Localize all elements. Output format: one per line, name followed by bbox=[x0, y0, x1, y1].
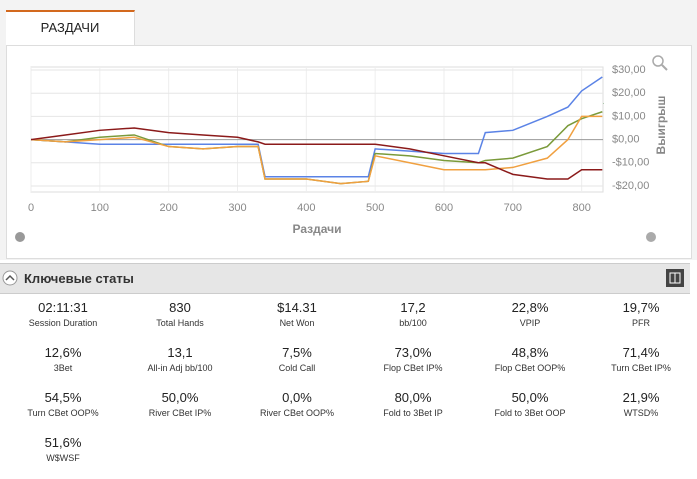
stat-value: 19,7% bbox=[622, 300, 660, 315]
y-tick-label: $10,00 bbox=[612, 110, 646, 122]
stat: 02:11:31 Session Duration bbox=[5, 300, 121, 328]
stat: 13,1 All-in Adj bb/100 bbox=[122, 345, 238, 373]
x-tick-label: 400 bbox=[297, 202, 315, 214]
stat-label: bb/100 bbox=[399, 318, 427, 328]
stat-label: Flop CBet IP% bbox=[383, 363, 443, 373]
x-tick-label: 500 bbox=[366, 202, 384, 214]
stat-value: 22,8% bbox=[511, 300, 549, 315]
x-tick-label: 700 bbox=[504, 202, 522, 214]
stat: 17,2 bb/100 bbox=[355, 300, 471, 328]
stat-value: 02:11:31 bbox=[38, 300, 88, 315]
stat: 50,0% River CBet IP% bbox=[122, 390, 238, 418]
x-tick-label: 600 bbox=[435, 202, 453, 214]
x-axis-label: Раздачи bbox=[293, 222, 342, 236]
stat: 73,0% Flop CBet IP% bbox=[355, 345, 471, 373]
chart: 0 100 200 300 400 500 600 700 800 -$20,00 -$10,00 $… bbox=[15, 55, 668, 242]
stat-value: $14.31 bbox=[277, 300, 317, 315]
stat-label: Total Hands bbox=[156, 318, 204, 328]
stat: 50,0% Fold to 3Bet OOP bbox=[472, 390, 588, 418]
y-tick-label: $0,00 bbox=[612, 133, 640, 145]
stat-value: 51,6% bbox=[44, 435, 82, 450]
stat-value: 50,0% bbox=[161, 390, 199, 405]
zoom-icon-handle bbox=[661, 64, 668, 71]
collapse-icon[interactable] bbox=[0, 264, 20, 293]
info-icon[interactable] bbox=[646, 232, 656, 242]
stat-value: 0,0% bbox=[282, 390, 312, 405]
y-tick-label: -$20,00 bbox=[612, 180, 649, 192]
stat-label: VPIP bbox=[519, 318, 541, 328]
stat-label: Net Won bbox=[279, 318, 315, 328]
stat: $14.31 Net Won bbox=[239, 300, 355, 328]
stat-value: 13,1 bbox=[167, 345, 193, 360]
plot-area bbox=[30, 66, 604, 193]
stat-label: Cold Call bbox=[278, 363, 316, 373]
stat: 54,5% Turn CBet OOP% bbox=[5, 390, 121, 418]
stat-value: 71,4% bbox=[622, 345, 660, 360]
stat: 51,6% W$WSF bbox=[5, 435, 121, 463]
stat-value: 7,5% bbox=[282, 345, 312, 360]
x-tick-label: 0 bbox=[28, 202, 34, 214]
stat: 80,0% Fold to 3Bet IP bbox=[355, 390, 471, 418]
series-line bbox=[30, 127, 603, 180]
stat-value: 21,9% bbox=[622, 390, 660, 405]
stat: 0,0% River CBet OOP% bbox=[239, 390, 355, 418]
x-tick-label: 800 bbox=[572, 202, 590, 214]
stats-title: Ключевые статы bbox=[24, 271, 134, 286]
stat-value: 73,0% bbox=[394, 345, 432, 360]
stats-header: Ключевые статы bbox=[0, 263, 690, 294]
y-tick-label: -$10,00 bbox=[612, 157, 649, 169]
stat-label: All-in Adj bb/100 bbox=[147, 363, 213, 373]
stat-label: W$WSF bbox=[46, 453, 80, 463]
y-tick-label: $30,00 bbox=[612, 64, 646, 76]
chart-area: РАЗДАЧИ 0 100 200 300 400 500 600 700 800 -$20,00… bbox=[0, 0, 697, 260]
series-line bbox=[30, 115, 603, 185]
zoom-icon[interactable] bbox=[652, 55, 664, 67]
stat: 22,8% VPIP bbox=[472, 300, 588, 328]
stat-value: 80,0% bbox=[394, 390, 432, 405]
stat-label: Fold to 3Bet IP bbox=[383, 408, 443, 418]
stat: 830 Total Hands bbox=[122, 300, 238, 328]
stat-value: 17,2 bbox=[400, 300, 426, 315]
stat: 19,7% PFR bbox=[583, 300, 697, 328]
stat: 21,9% WTSD% bbox=[583, 390, 697, 418]
x-tick-label: 300 bbox=[228, 202, 246, 214]
stat-label: Turn CBet IP% bbox=[611, 363, 671, 373]
stat: 12,6% 3Bet bbox=[5, 345, 121, 373]
stat-label: River CBet OOP% bbox=[259, 408, 335, 418]
stat: 71,4% Turn CBet IP% bbox=[583, 345, 697, 373]
y-tick-label: $20,00 bbox=[612, 87, 646, 99]
stat-label: River CBet IP% bbox=[148, 408, 212, 418]
stat: 48,8% Flop CBet OOP% bbox=[472, 345, 588, 373]
settings-icon[interactable] bbox=[15, 232, 25, 242]
stat: 7,5% Cold Call bbox=[239, 345, 355, 373]
stat-label: PFR bbox=[632, 318, 650, 328]
x-tick-label: 200 bbox=[159, 202, 177, 214]
stat-label: Turn CBet OOP% bbox=[27, 408, 99, 418]
stat-value: 830 bbox=[169, 300, 191, 315]
x-tick-label: 100 bbox=[91, 202, 109, 214]
stat-value: 12,6% bbox=[44, 345, 82, 360]
stat-label: Session Duration bbox=[28, 318, 98, 328]
stat-value: 48,8% bbox=[511, 345, 549, 360]
stat-label: 3Bet bbox=[53, 363, 73, 373]
stat-label: WTSD% bbox=[623, 408, 659, 418]
layout-icon[interactable] bbox=[665, 268, 685, 288]
stat-value: 54,5% bbox=[44, 390, 82, 405]
series-line bbox=[30, 76, 603, 178]
stat-value: 50,0% bbox=[511, 390, 549, 405]
tab[interactable]: РАЗДАЧИ bbox=[6, 10, 135, 46]
stat-label: Fold to 3Bet OOP bbox=[494, 408, 566, 418]
y-axis-label: Выигрыш bbox=[654, 96, 668, 155]
stat-label: Flop CBet OOP% bbox=[494, 363, 566, 373]
